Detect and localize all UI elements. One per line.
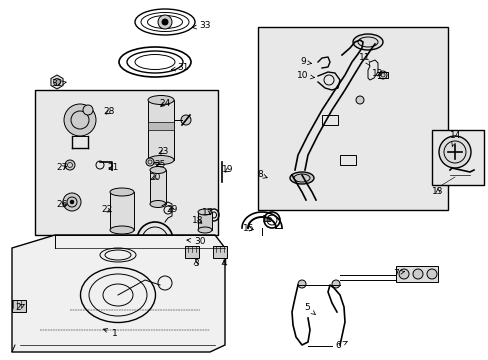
Ellipse shape bbox=[150, 166, 165, 174]
Text: 20: 20 bbox=[149, 174, 161, 183]
Bar bbox=[258, 27, 447, 210]
Text: 26: 26 bbox=[56, 201, 67, 210]
Text: 14: 14 bbox=[449, 131, 461, 146]
Text: 4: 4 bbox=[221, 258, 226, 267]
Ellipse shape bbox=[198, 209, 212, 215]
Circle shape bbox=[158, 15, 172, 29]
Circle shape bbox=[331, 280, 339, 288]
Text: 19: 19 bbox=[222, 166, 233, 175]
Text: 1: 1 bbox=[103, 328, 118, 338]
Text: 3: 3 bbox=[193, 258, 199, 267]
Circle shape bbox=[146, 158, 154, 166]
Ellipse shape bbox=[110, 188, 134, 196]
Text: 11: 11 bbox=[359, 54, 370, 66]
Circle shape bbox=[355, 96, 363, 104]
Circle shape bbox=[65, 160, 75, 170]
Text: 8: 8 bbox=[257, 171, 266, 180]
Circle shape bbox=[378, 71, 386, 79]
Text: 33: 33 bbox=[192, 22, 210, 31]
Polygon shape bbox=[12, 235, 224, 352]
Ellipse shape bbox=[289, 172, 313, 184]
Circle shape bbox=[83, 105, 93, 115]
Circle shape bbox=[438, 136, 470, 168]
Circle shape bbox=[398, 269, 408, 279]
Circle shape bbox=[426, 269, 436, 279]
Text: 7: 7 bbox=[392, 269, 404, 278]
Text: 31: 31 bbox=[171, 63, 188, 72]
Text: 22: 22 bbox=[101, 206, 112, 215]
Circle shape bbox=[412, 269, 422, 279]
Text: 21: 21 bbox=[107, 163, 119, 172]
Text: 24: 24 bbox=[159, 99, 170, 108]
Circle shape bbox=[181, 115, 191, 125]
Ellipse shape bbox=[352, 34, 382, 50]
Bar bbox=[339, 155, 355, 165]
Text: 23: 23 bbox=[157, 148, 168, 157]
Bar bbox=[110, 192, 134, 230]
Bar bbox=[150, 170, 165, 204]
Text: 17: 17 bbox=[202, 208, 213, 217]
Text: 9: 9 bbox=[300, 58, 311, 67]
Bar bbox=[148, 122, 174, 130]
Text: 18: 18 bbox=[192, 216, 203, 225]
Bar bbox=[395, 266, 437, 282]
Text: 12: 12 bbox=[371, 69, 383, 78]
Polygon shape bbox=[51, 75, 63, 89]
Text: 6: 6 bbox=[334, 341, 346, 351]
Circle shape bbox=[64, 104, 96, 136]
Circle shape bbox=[297, 280, 305, 288]
Circle shape bbox=[63, 193, 81, 211]
Ellipse shape bbox=[198, 227, 212, 233]
Circle shape bbox=[162, 19, 168, 25]
Text: 16: 16 bbox=[262, 216, 273, 225]
Text: 2: 2 bbox=[15, 303, 24, 312]
Text: 15: 15 bbox=[243, 225, 254, 234]
Bar bbox=[431, 130, 483, 185]
Bar bbox=[213, 246, 226, 258]
Text: 10: 10 bbox=[297, 72, 314, 81]
Ellipse shape bbox=[148, 156, 174, 165]
Bar bbox=[35, 90, 218, 235]
Circle shape bbox=[53, 78, 61, 85]
Bar bbox=[198, 212, 212, 230]
Ellipse shape bbox=[150, 201, 165, 207]
Text: 29: 29 bbox=[166, 206, 177, 215]
Text: 25: 25 bbox=[154, 161, 165, 170]
Text: 28: 28 bbox=[103, 108, 115, 117]
Ellipse shape bbox=[110, 226, 134, 234]
Text: 30: 30 bbox=[186, 237, 205, 246]
Circle shape bbox=[70, 200, 74, 204]
Bar bbox=[184, 246, 199, 258]
Text: 32: 32 bbox=[51, 80, 66, 89]
Text: 13: 13 bbox=[431, 188, 443, 197]
Text: 5: 5 bbox=[304, 303, 315, 315]
Text: 27: 27 bbox=[56, 163, 67, 172]
Bar bbox=[148, 100, 174, 160]
Ellipse shape bbox=[148, 95, 174, 104]
Bar bbox=[321, 115, 337, 125]
Bar bbox=[12, 300, 26, 312]
